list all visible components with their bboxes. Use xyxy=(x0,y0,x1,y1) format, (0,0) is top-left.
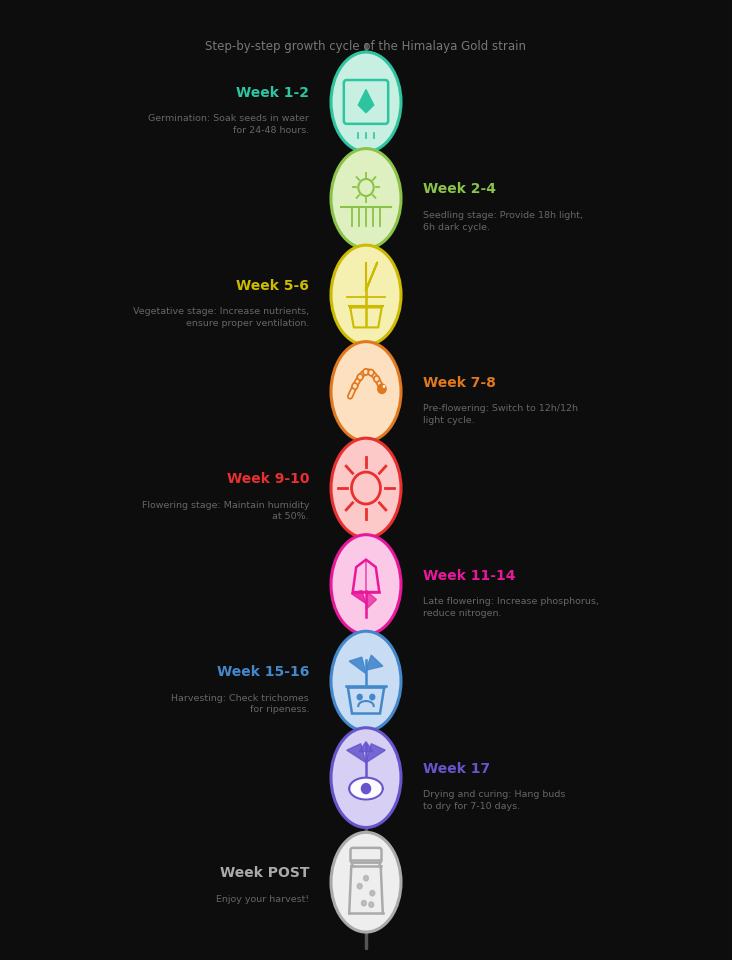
Circle shape xyxy=(377,383,386,395)
Text: Week 7-8: Week 7-8 xyxy=(423,375,496,390)
Polygon shape xyxy=(358,89,374,112)
Polygon shape xyxy=(359,742,373,752)
Text: Drying and curing: Hang buds
to dry for 7-10 days.: Drying and curing: Hang buds to dry for … xyxy=(423,790,565,811)
Ellipse shape xyxy=(331,438,401,538)
Text: Germination: Soak seeds in water
for 24-48 hours.: Germination: Soak seeds in water for 24-… xyxy=(149,114,309,135)
Text: Flowering stage: Maintain humidity
at 50%.: Flowering stage: Maintain humidity at 50… xyxy=(141,500,309,521)
Polygon shape xyxy=(366,592,376,610)
Polygon shape xyxy=(366,655,383,670)
Text: Week 1-2: Week 1-2 xyxy=(236,86,309,100)
Polygon shape xyxy=(347,744,366,762)
Circle shape xyxy=(370,694,375,700)
Circle shape xyxy=(362,783,370,794)
Polygon shape xyxy=(349,658,366,674)
Ellipse shape xyxy=(331,245,401,345)
Circle shape xyxy=(383,385,386,388)
Circle shape xyxy=(357,694,362,700)
Text: Seedling stage: Provide 18h light,
6h dark cycle.: Seedling stage: Provide 18h light, 6h da… xyxy=(423,211,583,231)
Text: Harvesting: Check trichomes
for ripeness.: Harvesting: Check trichomes for ripeness… xyxy=(171,693,309,714)
Text: Week POST: Week POST xyxy=(220,866,309,880)
Text: Step-by-step growth cycle of the Himalaya Gold strain: Step-by-step growth cycle of the Himalay… xyxy=(206,40,526,53)
Ellipse shape xyxy=(331,535,401,635)
Circle shape xyxy=(369,902,374,907)
Ellipse shape xyxy=(331,632,401,731)
Circle shape xyxy=(352,383,358,389)
Circle shape xyxy=(363,369,369,375)
Circle shape xyxy=(368,370,374,375)
Circle shape xyxy=(370,891,375,896)
Circle shape xyxy=(357,883,362,889)
Text: Vegetative stage: Increase nutrients,
ensure proper ventilation.: Vegetative stage: Increase nutrients, en… xyxy=(133,307,309,328)
Text: Pre-flowering: Switch to 12h/12h
light cycle.: Pre-flowering: Switch to 12h/12h light c… xyxy=(423,404,578,424)
Text: Week 9-10: Week 9-10 xyxy=(227,472,309,486)
Circle shape xyxy=(374,376,379,382)
Text: Week 11-14: Week 11-14 xyxy=(423,568,515,583)
Circle shape xyxy=(364,876,368,881)
Circle shape xyxy=(362,900,366,906)
Ellipse shape xyxy=(331,149,401,249)
Text: Late flowering: Increase phosphorus,
reduce nitrogen.: Late flowering: Increase phosphorus, red… xyxy=(423,597,599,618)
Text: Week 15-16: Week 15-16 xyxy=(217,665,309,679)
Ellipse shape xyxy=(331,728,401,828)
Polygon shape xyxy=(351,590,366,604)
Ellipse shape xyxy=(331,832,401,932)
Text: Week 17: Week 17 xyxy=(423,761,490,776)
Text: Week 2-4: Week 2-4 xyxy=(423,182,496,197)
Text: Enjoy your harvest!: Enjoy your harvest! xyxy=(216,895,309,903)
Ellipse shape xyxy=(331,52,401,152)
Text: Week 5-6: Week 5-6 xyxy=(236,279,309,293)
Ellipse shape xyxy=(331,342,401,442)
Circle shape xyxy=(357,374,363,380)
Polygon shape xyxy=(366,744,385,762)
